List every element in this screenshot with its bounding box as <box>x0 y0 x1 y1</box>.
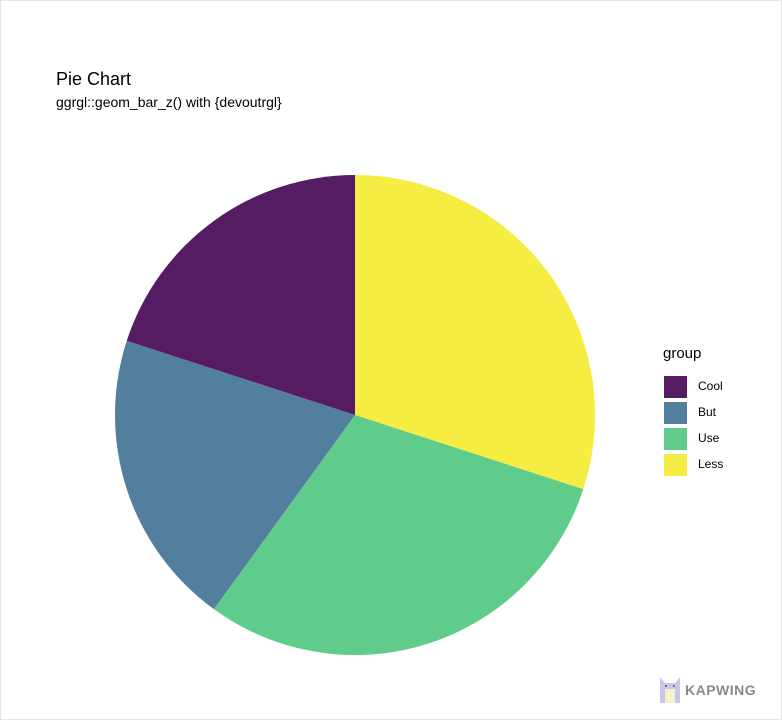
legend-swatch <box>664 454 687 476</box>
kapwing-cat-icon <box>660 677 680 703</box>
legend-title: group <box>663 345 702 362</box>
pie-slice-use <box>213 415 584 656</box>
legend-swatch <box>664 428 687 450</box>
watermark-text: KAPWING <box>685 682 757 698</box>
legend-label: Less <box>698 457 724 471</box>
legend-swatch <box>664 376 687 398</box>
chart-title: Pie Chart <box>56 69 132 89</box>
legend-swatch <box>664 402 687 424</box>
pie-slice-but <box>115 340 356 610</box>
legend-label: But <box>698 405 717 419</box>
pie-slice-cool <box>126 175 356 415</box>
chart-subtitle: ggrgl::geom_bar_z() with {devoutrgl} <box>56 94 282 110</box>
legend-label: Cool <box>698 379 723 393</box>
pie-slice-less <box>355 175 595 490</box>
legend-label: Use <box>698 431 720 445</box>
kapwing-watermark: KAPWING <box>659 677 756 703</box>
